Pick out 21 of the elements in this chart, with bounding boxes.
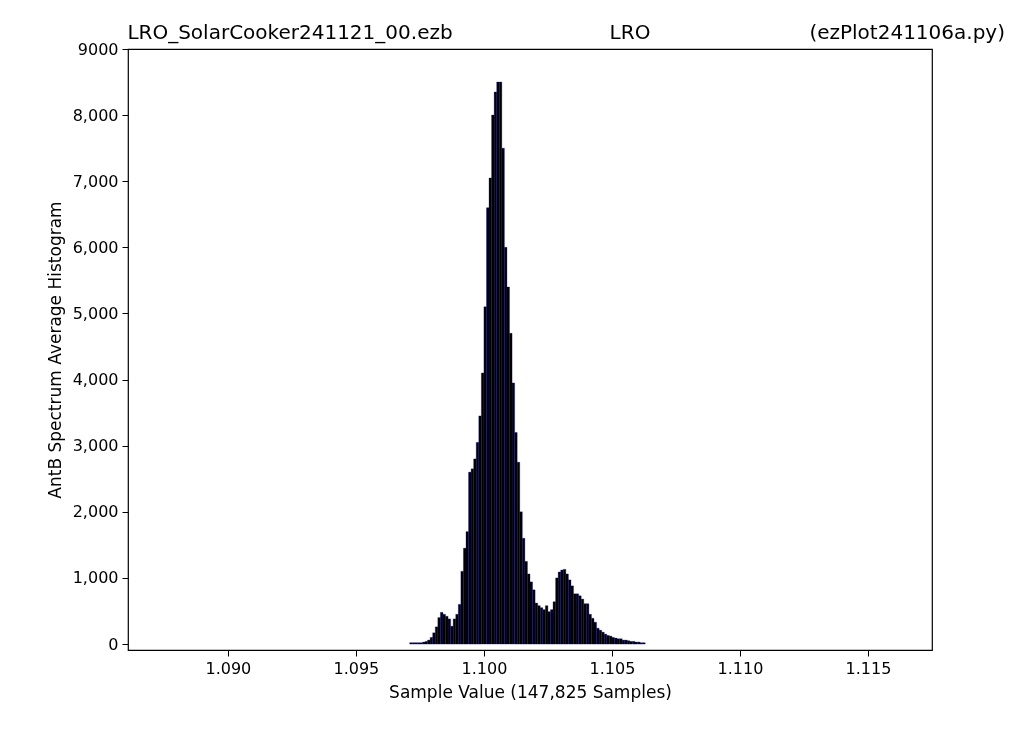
x-axis-title: Sample Value (147,825 Samples)	[389, 681, 672, 702]
x-tick-label: 1.090	[205, 658, 252, 678]
text: LRO	[609, 20, 651, 44]
x-tick-label: 1.115	[845, 658, 892, 678]
y-tick-label: 7,000	[72, 171, 119, 191]
y-tick-label: 0	[108, 634, 119, 654]
y-tick-label: 4,000	[72, 370, 119, 390]
y-tick-label: 1,000	[72, 568, 119, 588]
chart-title: LRO_SolarCooker241121_00.ezb	[127, 20, 453, 44]
y-tick-label: 6,000	[72, 237, 119, 257]
y-axis-title: AntB Spectrum Average Histogram	[44, 201, 65, 499]
y-tick-label: 9000	[77, 39, 119, 59]
y-tick-label: 5,000	[72, 303, 119, 323]
x-tick-label: 1.095	[333, 658, 380, 678]
x-tick-label: 1.105	[589, 658, 636, 678]
text: (ezPlot241106a.py)	[809, 20, 1005, 44]
x-tick-label: 1.100	[461, 658, 508, 678]
x-tick-label: 1.110	[717, 658, 764, 678]
y-tick-label: 2,000	[72, 502, 119, 522]
y-tick-label: 3,000	[72, 436, 119, 456]
y-tick-label: 8,000	[72, 105, 119, 125]
